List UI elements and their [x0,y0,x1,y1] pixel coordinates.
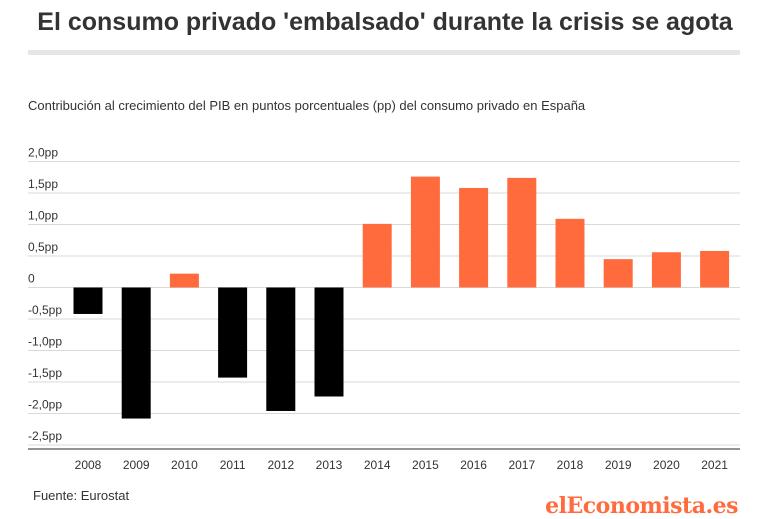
x-tick-label: 2009 [123,458,150,472]
bar-2018 [555,218,585,288]
y-tick-label: -1,0pp [28,335,62,349]
x-tick-label: 2008 [75,458,102,472]
x-tick-label: 2016 [460,458,487,472]
x-tick-label: 2010 [171,458,198,472]
bar-2010 [169,273,199,288]
bar-2016 [459,187,489,288]
y-tick-label: -2,5pp [28,429,62,443]
x-axis-ticks: 2008 2009 2010 2011 2012 2013 2014 2015 2016 2017… [75,458,729,472]
y-tick-label: 1,0pp [28,209,58,223]
x-tick-label: 2011 [220,458,246,472]
bar-2021 [700,250,730,288]
brand-logo: elEconomista.es [545,493,738,519]
y-tick-label: 2,0pp [28,146,58,160]
y-tick-label: 1,5pp [28,177,58,191]
bar-2017 [507,177,537,288]
y-tick-label: -2,0pp [28,398,62,412]
x-tick-label: 2019 [605,458,632,472]
x-tick-label: 2017 [508,458,535,472]
bar-2020 [651,252,681,288]
title-divider [28,50,740,55]
x-tick-label: 2020 [653,458,680,472]
source-note: Fuente: Eurostat [33,488,130,503]
bar-2019 [603,259,633,288]
x-tick-label: 2015 [412,458,439,472]
bar-2014 [362,223,392,288]
chart-title: El consumo privado 'embalsado' durante l… [37,8,733,36]
y-tick-label: -1,5pp [28,366,62,380]
y-axis-ticks: 2,0pp 1,5pp 1,0pp 0,5pp 0 -0,5pp -1,0pp -1,5pp -… [28,146,62,444]
x-tick-label: 2013 [316,458,343,472]
y-tick-label: -0,5pp [28,303,62,317]
bar-2013 [314,287,344,397]
bar-2011 [218,287,248,378]
bar-2012 [266,287,296,411]
x-tick-label: 2021 [701,458,728,472]
bar-2015 [410,176,440,288]
x-tick-label: 2018 [557,458,584,472]
y-tick-label: 0,5pp [28,240,58,254]
bars [73,176,730,419]
bar-2008 [73,287,103,314]
x-tick-label: 2014 [364,458,391,472]
chart-subtitle: Contribución al crecimiento del PIB en p… [28,98,586,113]
x-tick-label: 2012 [267,458,294,472]
bar-2009 [121,287,151,419]
y-tick-label: 0 [28,272,35,286]
